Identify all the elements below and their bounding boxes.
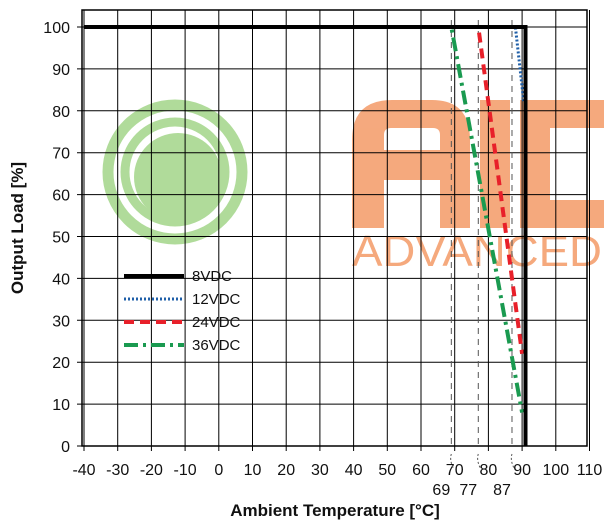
y-tick-label: 50 [52, 230, 70, 247]
derating-bracket [450, 453, 454, 469]
derating-marker-label: 69 [432, 482, 450, 499]
watermark-logo: ADVANCED [102, 99, 604, 276]
watermark-letter-d [520, 100, 604, 228]
x-tick-labels: -40 -30 -20 -10 0 10 20 30 40 50 60 70 80 90 100 110 [72, 462, 602, 479]
watermark-letter-a [352, 100, 470, 228]
x-tick-label: 70 [446, 462, 464, 479]
y-tick-label: 30 [52, 313, 70, 330]
series-lines [84, 25, 528, 446]
derating-marker-label: 87 [493, 482, 511, 499]
y-tick-label: 70 [52, 146, 70, 163]
x-tick-label: -40 [72, 462, 95, 479]
x-tick-label: 50 [378, 462, 396, 479]
derating-bracket [510, 453, 515, 469]
x-tick-label: 20 [277, 462, 295, 479]
legend-label-8vdc: 8VDC [192, 268, 232, 285]
y-tick-labels: 0 10 20 30 40 50 60 70 80 90 100 [43, 20, 70, 456]
derating-bracket [477, 453, 481, 469]
x-tick-label: 10 [244, 462, 262, 479]
series-line-36vdc [84, 25, 525, 413]
x-tick-label: -20 [140, 462, 163, 479]
x-tick-label: 0 [214, 462, 223, 479]
y-tick-label: 0 [61, 439, 70, 456]
x-tick-label: -10 [174, 462, 197, 479]
x-tick-label: 40 [345, 462, 363, 479]
y-axis-title: Output Load [%] [8, 162, 27, 294]
derating-markers: 69 77 87 [432, 20, 515, 499]
x-tick-label: 60 [412, 462, 430, 479]
y-tick-label: 80 [52, 104, 70, 121]
y-tick-label: 100 [43, 20, 70, 37]
x-tick-label: -30 [106, 462, 129, 479]
derating-marker-label: 77 [459, 482, 477, 499]
y-tick-label: 20 [52, 355, 70, 372]
watermark-outer-ring [102, 99, 248, 245]
legend-label-24vdc: 24VDC [192, 314, 241, 331]
legend: 8VDC 12VDC 24VDC 36VDC [124, 268, 241, 354]
x-tick-label: 30 [311, 462, 329, 479]
plot-frame [81, 9, 588, 447]
legend-label-12vdc: 12VDC [192, 291, 241, 308]
y-tick-label: 60 [52, 188, 70, 205]
watermark-center-disc [134, 133, 222, 221]
x-tick-label: 100 [542, 462, 569, 479]
y-tick-label: 90 [52, 62, 70, 79]
y-tick-label: 10 [52, 397, 70, 414]
y-tick-label: 40 [52, 271, 70, 288]
watermark-text: ADVANCED [352, 227, 602, 276]
series-line-8vdc [84, 25, 528, 446]
legend-label-36vdc: 36VDC [192, 337, 241, 354]
x-tick-label: 110 [577, 462, 603, 479]
series-line-12vdc [84, 25, 526, 103]
x-axis-title: Ambient Temperature [°C] [230, 501, 440, 520]
x-tick-label: 80 [480, 462, 498, 479]
x-tick-label: 90 [513, 462, 531, 479]
watermark-inner-ring [120, 117, 230, 227]
